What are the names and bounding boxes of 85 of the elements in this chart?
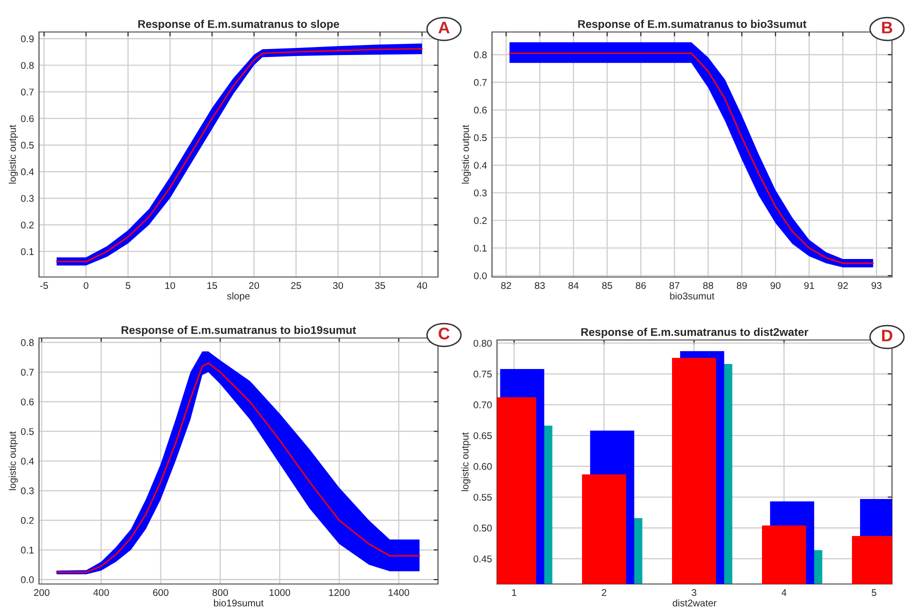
x-tick-label: 1200 [329,589,350,596]
x-tick-label: 3 [692,589,696,596]
x-tick-label: 400 [93,589,109,596]
x-tick-label: 4 [782,589,786,596]
x-tick-label: 5 [126,282,130,289]
x-tick-label: 83 [534,282,545,289]
y-tick-label: 0.2 [21,517,34,524]
y-tick-label: 0.1 [21,546,34,554]
x-tick-label: 82 [501,282,512,289]
y-tick-label: 0.3 [21,487,34,494]
x-tick-label: 200 [34,589,50,596]
x-axis-title: bio19sumut [214,599,264,606]
y-axis-title: logistic output [8,431,18,490]
x-tick-label: 5 [872,589,876,596]
y-tick-label: 0.45 [474,555,492,562]
y-tick-label: 0.1 [474,244,487,252]
y-tick-label: 0.55 [474,494,492,501]
x-tick-label: 87 [670,282,680,289]
y-tick-label: 0.7 [474,79,487,86]
x-tick-label: 92 [838,282,848,289]
x-tick-label: 800 [212,589,228,596]
y-tick-label: 0.4 [21,168,34,176]
x-tick-label: -5 [40,282,48,289]
x-tick-label: 30 [333,282,344,289]
x-tick-label: 35 [375,282,386,289]
x-axis-title: bio3sumut [670,292,714,300]
text: C [438,328,450,340]
y-tick-label: 0.0 [21,576,34,584]
x-tick-label: 1400 [388,589,410,596]
y-tick-label: 0.75 [474,370,492,378]
y-tick-label: 0.6 [474,106,487,114]
x-tick-label: 91 [804,282,814,289]
x-tick-label: 84 [568,282,579,289]
y-tick-label: 0.8 [21,339,34,346]
y-tick-label: 0.8 [474,51,487,58]
x-axis-title: dist2water [672,599,716,606]
chart-title: Response of E.m.sumatranus to slope [138,20,340,30]
y-axis-title: logistic output [462,124,471,184]
y-tick-label: 0.6 [21,398,34,406]
y-tick-label: 0.3 [474,189,487,196]
x-tick-label: 0 [84,282,88,289]
x-tick-label: 1000 [270,589,290,596]
y-tick-label: 0.65 [474,432,492,440]
y-axis-title: logistic output [461,432,470,492]
y-tick-label: 0.5 [474,134,487,142]
y-tick-label: 0.8 [21,62,34,69]
x-tick-label: 600 [153,589,168,596]
y-tick-label: 0.7 [21,88,34,96]
y-tick-label: 0.3 [21,194,34,202]
chart-title: Response of E.m.sumatranus to bio19sumut [122,326,356,336]
x-tick-label: 10 [165,282,176,289]
x-tick-label: 89 [736,282,747,289]
chart-title: Response of E.m.sumatranus to bio3sumut [578,20,806,30]
y-tick-label: 0.5 [21,428,34,435]
x-tick-label: 20 [249,282,260,289]
y-tick-label: 0.4 [21,458,34,465]
y-axis-title: logistic output [8,124,18,184]
text: A [438,22,450,34]
y-tick-label: 0.0 [474,272,487,280]
y-tick-label: 0.4 [474,162,487,169]
x-tick-label: 40 [416,282,428,289]
x-tick-label: 88 [703,282,714,289]
y-tick-label: 0.9 [21,35,34,42]
y-tick-label: 0.50 [474,524,492,532]
x-tick-label: 90 [770,282,781,289]
x-axis-title: slope [227,292,250,302]
x-tick-label: 25 [291,282,302,289]
x-tick-label: 15 [207,282,218,289]
y-tick-label: 0.1 [21,248,34,256]
y-tick-label: 0.2 [474,217,487,224]
y-tick-label: 0.6 [21,115,34,122]
y-tick-label: 0.80 [474,340,492,347]
y-tick-label: 0.7 [21,368,34,376]
x-tick-label: 86 [636,282,646,289]
x-tick-label: 2 [602,589,606,596]
x-tick-label: 85 [602,282,612,289]
x-tick-label: 93 [872,282,882,289]
chart-title: Response of E.m.sumatranus to dist2water [581,328,808,338]
y-tick-label: 0.60 [474,463,492,470]
y-tick-label: 0.5 [21,142,34,149]
annotation: B [882,22,892,34]
annotation: D [882,330,892,342]
y-tick-label: 0.70 [474,401,492,408]
y-tick-label: 0.2 [21,222,34,228]
x-tick-label: 1 [512,589,516,596]
